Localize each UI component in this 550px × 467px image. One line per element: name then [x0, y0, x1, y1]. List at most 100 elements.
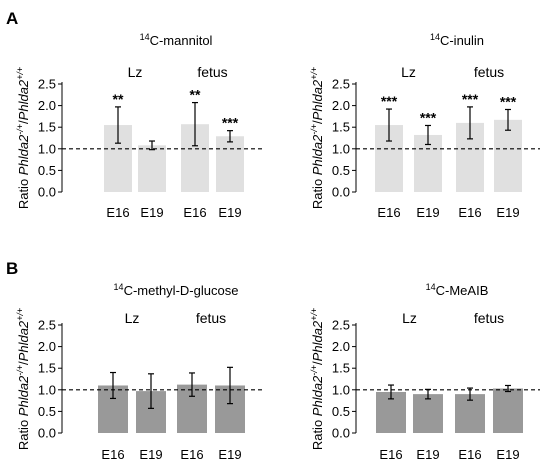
y-tick-label: 1.0: [332, 141, 350, 156]
bar: [493, 388, 523, 433]
chart-title-text: C-methyl-D-glucose: [124, 283, 239, 298]
group-label: fetus: [197, 64, 227, 80]
x-tick-label: E19: [139, 447, 162, 462]
y-axis-label-prefix: Ratio: [16, 175, 31, 209]
x-tick-label: E19: [140, 205, 163, 220]
significance-marker: **: [190, 87, 201, 103]
chart-title: 14C-MeAIB: [426, 282, 489, 298]
y-axis-label-gene-1: Phlda2: [16, 134, 31, 175]
group-label: fetus: [474, 310, 504, 326]
y-axis-label-separator: /: [310, 120, 325, 124]
y-axis-label: Ratio Phlda2-/+/Phlda2+/+: [15, 308, 31, 450]
bar: [494, 119, 522, 192]
y-tick-label: 2.0: [38, 98, 56, 113]
x-tick-label: E16: [379, 447, 402, 462]
y-tick-label: 0.0: [332, 426, 350, 441]
x-tick-label: E16: [106, 205, 129, 220]
y-axis-label-genotype-2: +/+: [15, 67, 25, 80]
x-tick-label: E16: [377, 205, 400, 220]
significance-marker: ***: [462, 91, 479, 107]
y-axis-label-gene-2: Phlda2: [310, 320, 325, 361]
chart-3: 14C-MeAIB Ratio Phlda2-/+/Phlda2+/+ 0.0 0.5…: [309, 282, 540, 462]
y-axis-label-prefix: Ratio: [310, 175, 325, 209]
x-tick-label: E19: [496, 205, 519, 220]
bar: [413, 394, 443, 433]
y-axis-label-genotype-2: +/+: [309, 67, 319, 80]
y-tick-label: 0.0: [38, 185, 56, 200]
y-tick-label: 0.5: [332, 404, 350, 419]
x-tick-label: E16: [458, 447, 481, 462]
y-tick-label: 2.0: [38, 339, 56, 354]
bar: [216, 136, 244, 192]
y-axis-label: Ratio Phlda2-/+/Phlda2+/+: [15, 67, 31, 209]
chart-title-text: C-mannitol: [150, 33, 213, 48]
chart-title-superscript: 14: [140, 32, 150, 42]
y-axis-label-genotype-1: -/+: [309, 124, 319, 135]
x-tick-label: E16: [101, 447, 124, 462]
x-tick-label: E19: [416, 447, 439, 462]
y-axis-label-prefix: Ratio: [16, 416, 31, 450]
significance-marker: ***: [500, 93, 517, 109]
x-tick-label: E16: [180, 447, 203, 462]
y-axis-label-gene-1: Phlda2: [310, 375, 325, 416]
chart-title-superscript: 14: [426, 282, 436, 292]
panel-label-a: A: [6, 9, 18, 28]
y-tick-label: 0.5: [38, 163, 56, 178]
y-axis-label: Ratio Phlda2-/+/Phlda2+/+: [309, 308, 325, 450]
x-tick-label: E19: [496, 447, 519, 462]
chart-title-superscript: 14: [114, 282, 124, 292]
x-tick-label: E19: [218, 205, 241, 220]
y-tick-label: 0.5: [38, 404, 56, 419]
significance-marker: ***: [222, 115, 239, 131]
y-axis-label-separator: /: [310, 361, 325, 365]
y-axis-label-genotype-1: -/+: [15, 365, 25, 376]
group-label: Lz: [402, 310, 417, 326]
y-axis-label-gene-1: Phlda2: [310, 134, 325, 175]
y-tick-label: 2.5: [332, 318, 350, 333]
x-tick-label: E16: [458, 205, 481, 220]
y-tick-label: 1.0: [38, 141, 56, 156]
y-tick-label: 1.0: [38, 382, 56, 397]
chart-title-text: C-inulin: [440, 33, 484, 48]
y-tick-label: 1.5: [38, 120, 56, 135]
y-tick-label: 1.5: [38, 361, 56, 376]
group-label: Lz: [125, 310, 140, 326]
y-axis-label-separator: /: [16, 120, 31, 124]
y-tick-label: 2.5: [332, 77, 350, 92]
x-tick-label: E19: [416, 205, 439, 220]
y-tick-label: 2.5: [38, 77, 56, 92]
group-label: fetus: [474, 64, 504, 80]
y-axis-label-gene-2: Phlda2: [16, 320, 31, 361]
significance-marker: **: [113, 91, 124, 107]
y-axis-label-genotype-1: -/+: [309, 365, 319, 376]
y-tick-label: 1.5: [332, 361, 350, 376]
bar: [138, 145, 166, 192]
y-tick-label: 0.0: [38, 426, 56, 441]
x-tick-label: E19: [218, 447, 241, 462]
y-axis-label: Ratio Phlda2-/+/Phlda2+/+: [309, 67, 325, 209]
y-tick-label: 0.5: [332, 163, 350, 178]
y-axis-label-gene-1: Phlda2: [16, 375, 31, 416]
y-axis-label-gene-2: Phlda2: [16, 79, 31, 120]
group-label: fetus: [196, 310, 226, 326]
chart-title-superscript: 14: [430, 32, 440, 42]
y-tick-label: 0.0: [332, 185, 350, 200]
y-axis-label-genotype-2: +/+: [15, 308, 25, 321]
chart-title: 14C-inulin: [430, 32, 484, 48]
y-tick-label: 2.0: [332, 339, 350, 354]
group-label: Lz: [128, 64, 143, 80]
y-tick-label: 1.5: [332, 120, 350, 135]
y-axis-label-gene-2: Phlda2: [310, 79, 325, 120]
x-tick-label: E16: [183, 205, 206, 220]
panel-label-b: B: [6, 259, 18, 278]
chart-title: 14C-mannitol: [140, 32, 213, 48]
y-axis-label-prefix: Ratio: [310, 416, 325, 450]
significance-marker: ***: [381, 93, 398, 109]
group-label: Lz: [401, 64, 416, 80]
y-axis-label-genotype-1: -/+: [15, 124, 25, 135]
y-tick-label: 2.0: [332, 98, 350, 113]
significance-marker: ***: [420, 109, 437, 125]
